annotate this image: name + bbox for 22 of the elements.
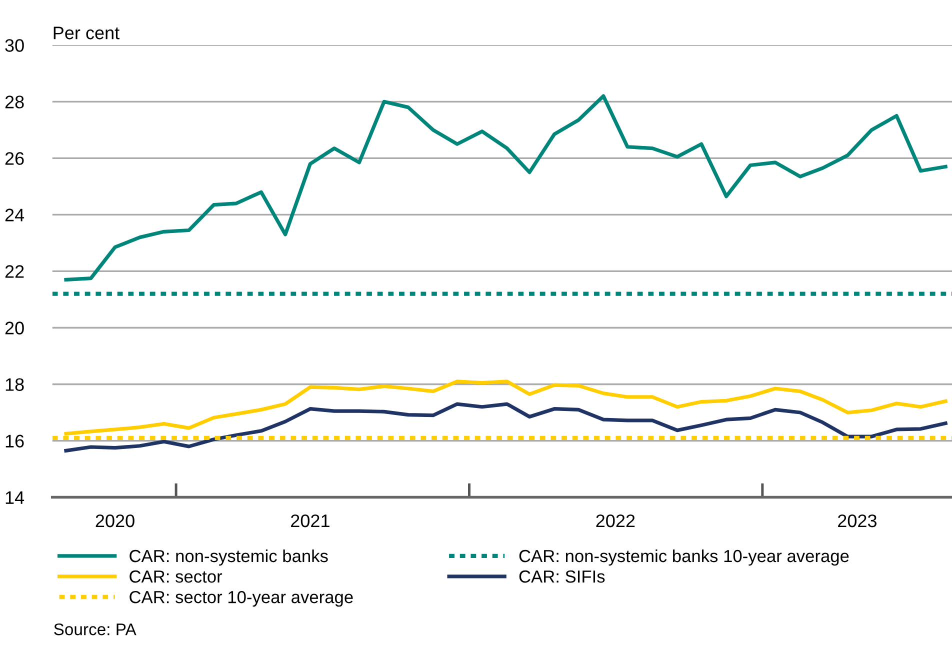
legend-label: CAR: non-systemic banks 10-year average (519, 549, 849, 566)
y-tick-label: 26 (5, 152, 24, 165)
y-tick-label: 20 (5, 322, 24, 334)
y-tick-label: 22 (5, 265, 24, 278)
legend-label: CAR: non-systemic banks (130, 549, 328, 566)
legend-label: CAR: sector 10-year average (130, 590, 353, 607)
source-note: Source: PA (54, 623, 136, 636)
y-tick-label: 24 (5, 208, 24, 222)
line-series (64, 402, 948, 452)
y-tick-label: 30 (5, 39, 24, 52)
x-tick-label: 2023 (838, 514, 877, 528)
line-series (64, 94, 948, 282)
legend-label: CAR: SIFIs (519, 570, 605, 583)
x-tick-label: 2021 (291, 514, 330, 528)
x-tick-label: 2022 (596, 514, 635, 528)
y-tick-label: 16 (6, 434, 24, 448)
y-tick-label: 28 (5, 96, 24, 108)
y-tick-label: 18 (6, 378, 24, 391)
legend-label: CAR: sector (130, 570, 222, 583)
x-tick-label: 2020 (96, 514, 134, 528)
y-axis-title: Per cent (54, 26, 120, 40)
y-tick-label: 14 (6, 491, 24, 504)
